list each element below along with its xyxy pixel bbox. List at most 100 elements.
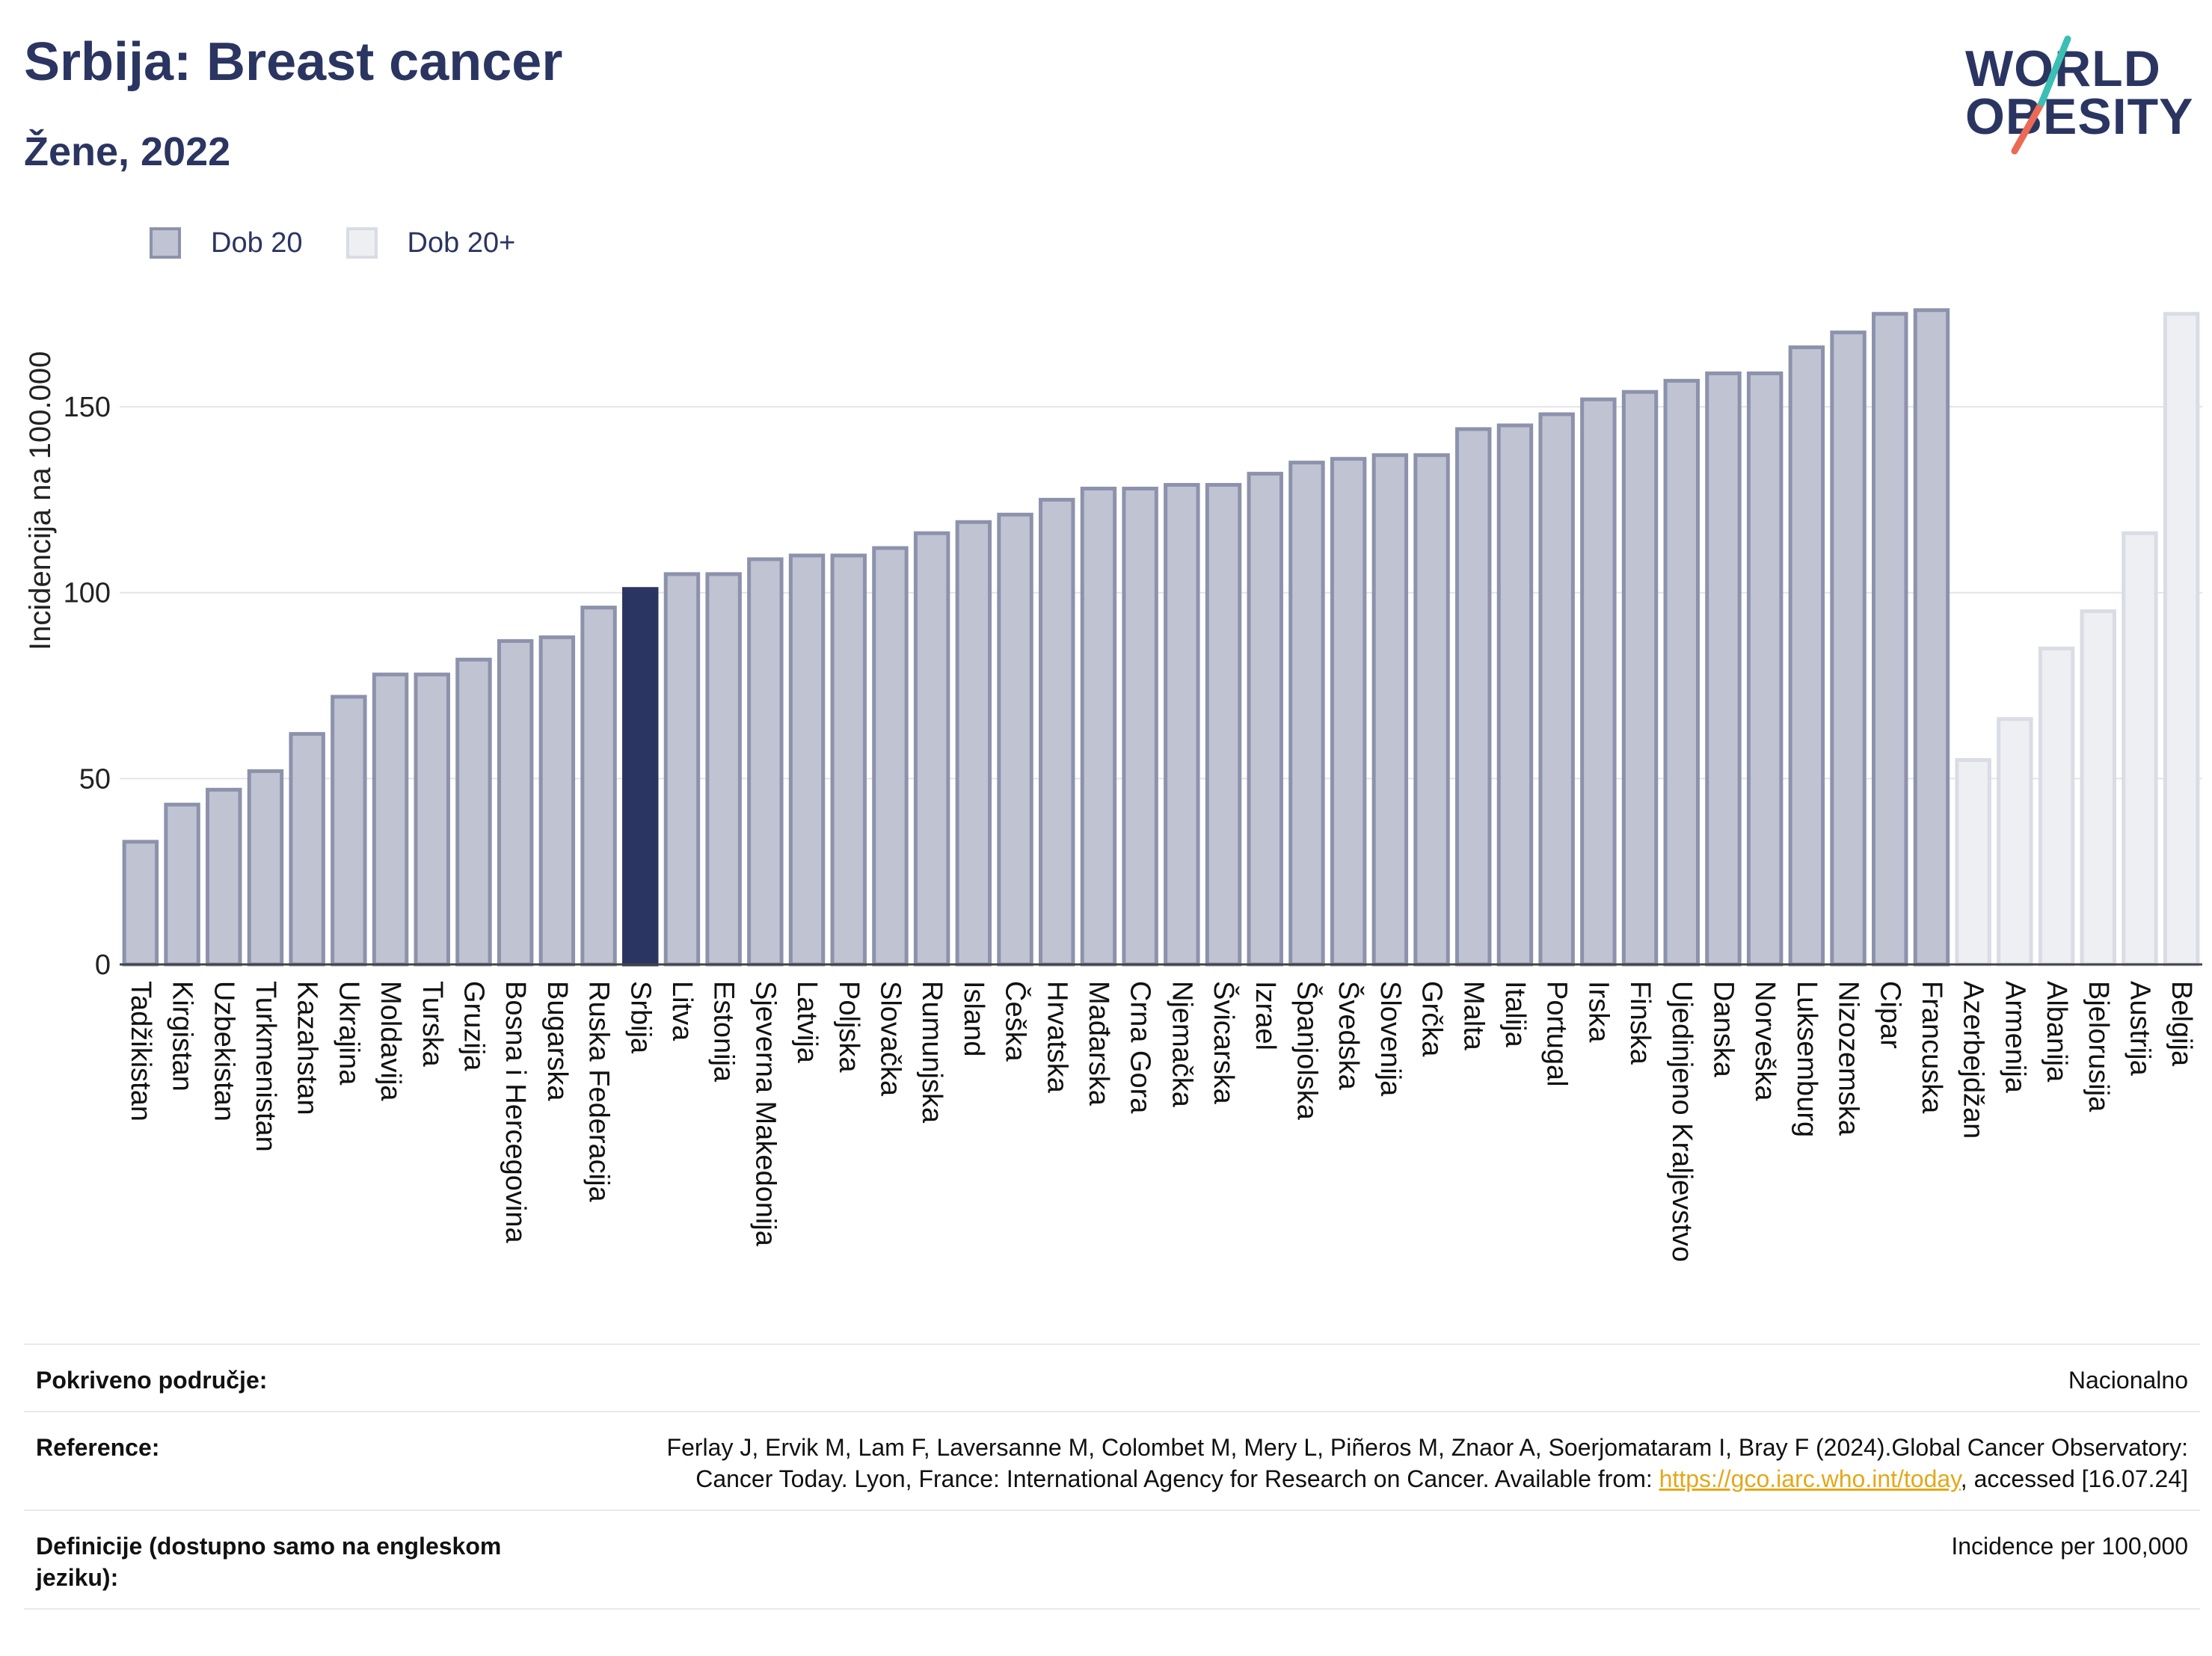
bar [1913, 308, 1950, 967]
x-tick-label: Danska [1707, 981, 1739, 1078]
reference-link[interactable]: https://gco.iarc.who.int/today [1659, 1465, 1961, 1492]
bar [2080, 609, 2116, 967]
definitions-value: Incidence per 100,000 [1951, 1533, 2188, 1560]
x-tick-label: Sjeverna Makedonija [749, 981, 781, 1247]
x-tick-label: Slovenija [1374, 981, 1406, 1097]
bar [1122, 486, 1158, 967]
world-obesity-logo: WORLD OBESITY [1959, 30, 2199, 157]
bar [788, 553, 826, 967]
bar [164, 802, 200, 967]
bar [1830, 330, 1867, 967]
x-tick-label: Cipar [1874, 981, 1905, 1049]
legend-swatch-dob20 [150, 227, 181, 259]
x-tick-label: Mađarska [1083, 981, 1114, 1106]
x-tick-label: Litva [666, 981, 698, 1041]
x-tick-label: Francuska [1916, 981, 1947, 1114]
chart-title: Srbija: Breast cancer [24, 32, 563, 92]
x-tick-label: Gruzija [458, 981, 489, 1071]
x-tick-label: Španjolska [1291, 981, 1324, 1121]
x-tick-label: Estonija [708, 981, 740, 1083]
x-tick-label: Slovačka [874, 981, 906, 1097]
bar [663, 572, 701, 967]
x-tick-label: Bjelorusija [2083, 981, 2114, 1112]
legend-item-dob20[interactable]: Dob 20 [150, 227, 303, 259]
bar [1746, 371, 1784, 967]
bar [2038, 646, 2075, 967]
logo-slash-icon [2011, 35, 2071, 155]
bar [1455, 427, 1492, 967]
bar [1872, 312, 1908, 967]
bar [1538, 412, 1575, 967]
legend-label-dob20: Dob 20 [211, 227, 303, 259]
y-tick-label: 0 [95, 949, 111, 981]
x-tick-label: Luksemburg [1791, 981, 1822, 1137]
bar [1205, 483, 1242, 967]
bar [538, 635, 576, 967]
bar [1621, 390, 1659, 967]
x-tick-label: Malta [1457, 981, 1489, 1051]
x-tick-label: Hrvatska [1041, 981, 1072, 1094]
bar [830, 553, 867, 967]
x-tick-label: Češka [1000, 981, 1033, 1062]
x-tick-label: Kazahstan [292, 981, 323, 1115]
bar [331, 695, 367, 967]
reference-text: Ferlay J, Ervik M, Lam F, Laversanne M, … [666, 1434, 2188, 1492]
bar [955, 520, 992, 967]
bar [705, 572, 742, 967]
bar [289, 732, 325, 967]
x-tick-label: Poljska [833, 981, 864, 1073]
bar [1413, 453, 1450, 967]
x-tick-label: Belgija [2166, 981, 2197, 1067]
x-tick-label: Irska [1582, 981, 1614, 1043]
bar [122, 840, 159, 967]
legend: Dob 20 Dob 20+ [150, 224, 559, 262]
reference-value: Ferlay J, Ervik M, Lam F, Laversanne M, … [618, 1432, 2188, 1495]
x-tick-label: Crna Gora [1125, 981, 1156, 1114]
info-row-definitions: Definicije (dostupno samo na engleskom j… [24, 1509, 2200, 1610]
x-tick-label: Srbija [624, 981, 656, 1054]
bar [1955, 758, 1991, 967]
x-tick-label: Albanija [2041, 981, 2072, 1083]
x-tick-label: Moldavija [375, 981, 406, 1101]
x-tick-label: Njemačka [1166, 981, 1197, 1108]
reference-label: Reference: [36, 1434, 160, 1461]
x-tick-label: Grčka [1416, 981, 1448, 1057]
bar [913, 531, 950, 967]
chart-subtitle: Žene, 2022 [24, 129, 231, 174]
x-tick-label: Italija [1499, 981, 1531, 1048]
x-tick-label: Norveška [1749, 981, 1781, 1101]
bar [1663, 378, 1700, 967]
definitions-label: Definicije (dostupno samo na engleskom j… [36, 1533, 502, 1591]
bar [872, 546, 909, 967]
x-tick-label: Latvija [791, 981, 823, 1064]
bar [1330, 457, 1367, 967]
x-tick-label: Turska [417, 981, 448, 1068]
bar [1371, 453, 1409, 967]
x-tick-label: Bosna i Hercegovina [500, 981, 531, 1244]
x-tick-label: Turkmenistan [250, 981, 281, 1152]
logo-line2: OBESITY [1965, 88, 2194, 145]
x-tick-label: Finska [1624, 981, 1656, 1065]
y-tick-label: 100 [64, 578, 111, 609]
x-tick-label: Ruska Federacija [583, 981, 615, 1203]
x-tick-label: Bugarska [541, 981, 573, 1101]
y-tick-label: 150 [64, 392, 111, 423]
reference-suffix: , accessed [16.07.24] [1960, 1465, 2188, 1492]
x-tick-label: Portugal [1541, 981, 1573, 1087]
bar [2163, 312, 2200, 967]
bar [1288, 461, 1325, 967]
bar [1039, 497, 1075, 967]
legend-item-dob20plus[interactable]: Dob 20+ [345, 227, 515, 259]
x-tick-label: Ujedinjeno Kraljevstvo [1666, 981, 1698, 1262]
bar [997, 512, 1033, 967]
x-tick-label: Austrija [2124, 981, 2155, 1077]
bar [414, 672, 450, 967]
bar [206, 787, 242, 967]
bar [747, 557, 784, 967]
coverage-label: Pokriveno područje: [36, 1367, 268, 1394]
x-tick-label: Island [958, 981, 989, 1056]
x-tick-label: Azerbejdžan [1958, 981, 1989, 1139]
info-table: Pokriveno područje: Nacionalno Reference… [24, 1343, 2200, 1610]
info-row-reference: Reference: Ferlay J, Ervik M, Lam F, Lav… [24, 1411, 2200, 1509]
bar [455, 657, 492, 967]
